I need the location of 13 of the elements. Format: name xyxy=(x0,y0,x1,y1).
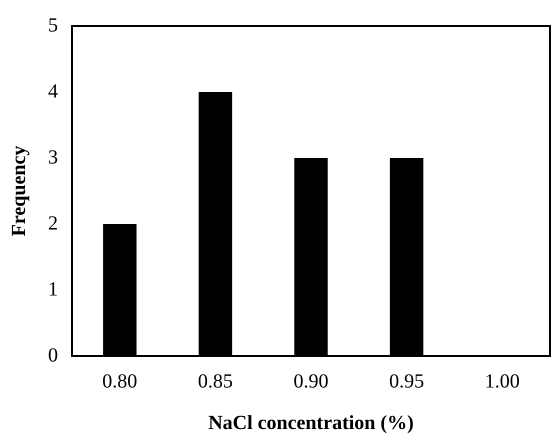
x-tick-label: 0.85 xyxy=(198,370,233,392)
y-tick-label: 5 xyxy=(48,14,58,36)
x-tick-label: 1.00 xyxy=(484,370,520,392)
y-tick-label: 4 xyxy=(48,80,58,102)
y-axis-title: Frequency xyxy=(8,146,30,236)
y-tick-label: 0 xyxy=(48,344,58,366)
x-tick-label: 0.80 xyxy=(102,370,138,392)
x-tick-label: 0.90 xyxy=(294,370,328,392)
y-tick-label: 2 xyxy=(48,212,58,234)
x-axis-title: NaCl concentration (%) xyxy=(208,412,414,434)
y-tick-label: 1 xyxy=(48,278,58,300)
y-tick-label: 3 xyxy=(48,146,58,168)
x-tick-label: 0.95 xyxy=(389,370,424,392)
